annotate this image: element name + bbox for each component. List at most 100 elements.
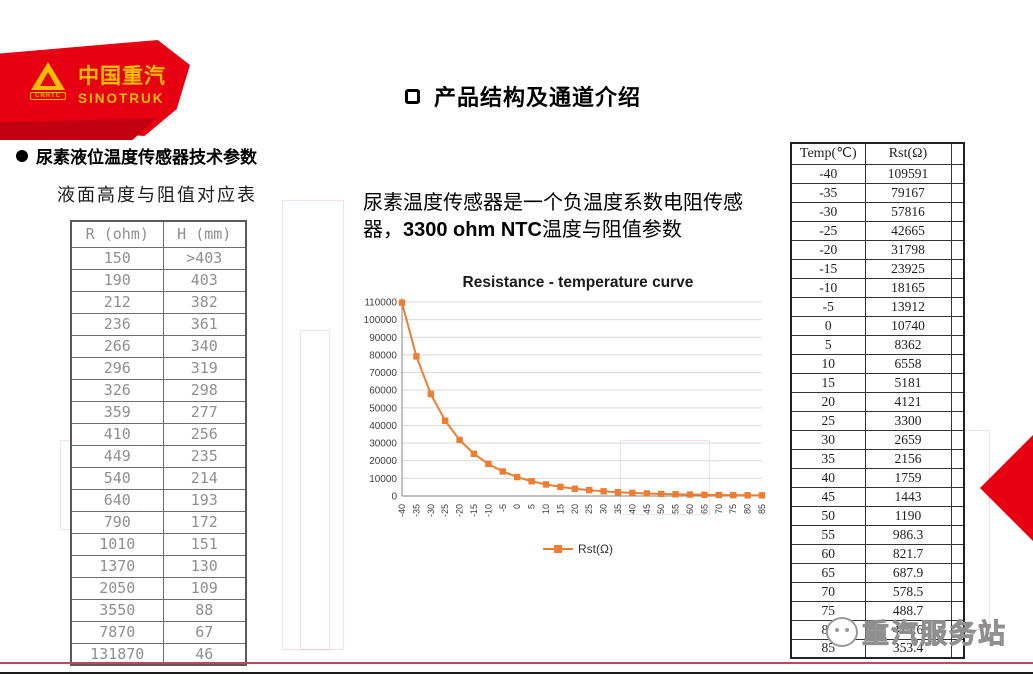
- table-cell: 326: [70, 378, 164, 402]
- table-row: 540 214: [70, 466, 247, 490]
- table-row: 25 3300: [790, 410, 965, 431]
- table-cell: 79167: [864, 182, 952, 203]
- table-cell: 131870: [70, 642, 164, 666]
- svg-text:45: 45: [642, 504, 652, 514]
- svg-text:30000: 30000: [369, 439, 397, 450]
- table-row: 7870 67: [70, 620, 247, 644]
- service-station-watermark: 重汽服务站: [826, 612, 1007, 651]
- brand-english: SINOTRUK: [78, 91, 165, 106]
- table-cell-empty: [950, 429, 965, 450]
- svg-text:35: 35: [613, 504, 623, 514]
- table-cell: 2156: [864, 448, 952, 469]
- table-cell: 151: [162, 532, 247, 556]
- description-part1: 尿素温度传感器是一个负温度系数电阻传感器，: [363, 192, 743, 241]
- table-cell: 0: [790, 315, 866, 336]
- svg-text:60: 60: [685, 504, 695, 514]
- table-cell: 42665: [864, 220, 952, 241]
- table-cell: 361: [162, 312, 247, 336]
- table-row: -10 18165: [790, 277, 965, 298]
- description-text: 尿素温度传感器是一个负温度系数电阻传感器，3300 ohm NTC温度与阻值参数: [363, 190, 775, 244]
- table-cell-empty: [950, 581, 965, 602]
- table-row: 50 1190: [790, 505, 965, 526]
- svg-text:-15: -15: [469, 504, 479, 517]
- table-cell: 8362: [864, 334, 952, 355]
- svg-text:5: 5: [527, 504, 537, 509]
- table-row: 150 >403: [70, 246, 247, 270]
- svg-text:20: 20: [570, 504, 580, 514]
- table-cell: -30: [790, 201, 866, 222]
- table-cell: 296: [70, 356, 164, 380]
- table-cell-empty: [950, 486, 965, 507]
- table-row: 2050 109: [70, 576, 247, 600]
- table-cell: 67: [162, 620, 247, 644]
- table-cell: 109591: [864, 163, 952, 184]
- svg-text:75: 75: [728, 504, 738, 514]
- table-cell: 70: [790, 581, 866, 602]
- svg-text:80000: 80000: [369, 350, 397, 361]
- table-cell: 60: [790, 543, 866, 564]
- column-header: H (mm): [162, 220, 247, 248]
- table-cell: 57816: [864, 201, 952, 222]
- svg-text:10: 10: [541, 504, 551, 514]
- table-row: 75 488.7: [790, 600, 965, 621]
- table-row: -20 31798: [790, 239, 965, 260]
- table-row: 35 2156: [790, 448, 965, 469]
- table-cell: 277: [162, 400, 247, 424]
- table-cell: 13912: [864, 296, 952, 317]
- table-cell: 172: [162, 510, 247, 534]
- svg-text:30: 30: [599, 504, 609, 514]
- table-row: 790 172: [70, 510, 247, 534]
- table-row: 190 403: [70, 268, 247, 292]
- table-cell-empty: [950, 353, 965, 374]
- table-row: 212 382: [70, 290, 247, 314]
- table-header-row: Temp(℃) Rst(Ω): [790, 142, 965, 165]
- table-cell: 449: [70, 444, 164, 468]
- circle-bullet-icon: [16, 149, 28, 162]
- table-row: 640 193: [70, 488, 247, 512]
- table-cell: -40: [790, 163, 866, 184]
- table-cell: 2050: [70, 576, 164, 600]
- table-cell-empty: [950, 543, 965, 564]
- svg-text:100000: 100000: [364, 315, 398, 326]
- column-header: Rst(Ω): [864, 142, 952, 165]
- table-cell: 1190: [864, 505, 952, 526]
- table-row: 20 4121: [790, 391, 965, 412]
- svg-text:50000: 50000: [369, 403, 397, 414]
- table-cell: 10: [790, 353, 866, 374]
- footer-accent-line: [0, 662, 1033, 664]
- table-cell-empty: [950, 201, 965, 222]
- table-header-row: R (ohm) H (mm): [70, 220, 247, 248]
- section-heading-text: 尿素液位温度传感器技术参数: [36, 148, 257, 167]
- table-row: -15 23925: [790, 258, 965, 279]
- svg-text:40: 40: [627, 504, 637, 514]
- table-row: 15 5181: [790, 372, 965, 393]
- description-bold: 3300 ohm NTC: [403, 219, 542, 241]
- svg-text:55: 55: [671, 504, 681, 514]
- table-cell-empty: [950, 258, 965, 279]
- table-row: 236 361: [70, 312, 247, 336]
- svg-text:70: 70: [714, 504, 724, 514]
- table-cell: 319: [162, 356, 247, 380]
- svg-text:-35: -35: [411, 504, 421, 517]
- column-header: R (ohm): [70, 220, 164, 248]
- table-cell-empty: [950, 638, 965, 659]
- table-cell: 15: [790, 372, 866, 393]
- table-cell: 1443: [864, 486, 952, 507]
- table-row: 45 1443: [790, 486, 965, 507]
- svg-text:50: 50: [656, 504, 666, 514]
- table-cell: 640: [70, 488, 164, 512]
- table-cell: 821.7: [864, 543, 952, 564]
- cnhtc-emblem-icon: CNHTC: [26, 62, 70, 108]
- table-row: 30 2659: [790, 429, 965, 450]
- table-row: -40 109591: [790, 163, 965, 184]
- svg-text:110000: 110000: [364, 298, 397, 309]
- svg-text:15: 15: [555, 504, 565, 514]
- svg-text:-10: -10: [483, 504, 493, 517]
- table-cell: 340: [162, 334, 247, 358]
- table-cell: 6558: [864, 353, 952, 374]
- table-cell: 1010: [70, 532, 164, 556]
- table-row: 266 340: [70, 334, 247, 358]
- table-cell-empty: [950, 163, 965, 184]
- table-row: -25 42665: [790, 220, 965, 241]
- table-cell-empty: [950, 334, 965, 355]
